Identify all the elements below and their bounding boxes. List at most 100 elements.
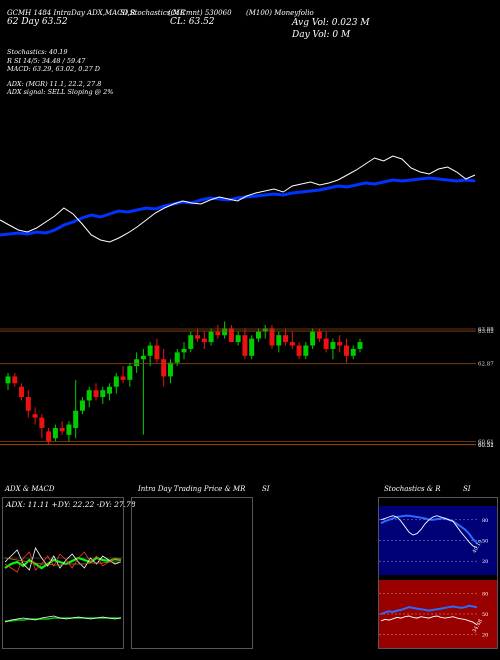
- candle-body: [323, 338, 329, 349]
- candle-body: [337, 342, 343, 346]
- candle-body: [201, 338, 207, 343]
- adx-series-line: [4, 547, 122, 571]
- candle-body: [127, 366, 133, 380]
- header-symbol-line: (M100) Moneyfolio: [246, 9, 314, 17]
- candle-body: [5, 376, 11, 384]
- adx-panel-values: ADX: 11.11 +DY: 22.22 -DY: 27.78: [6, 500, 136, 509]
- candle-body: [215, 331, 221, 336]
- avg-volume: Avg Vol: 0.023 M: [292, 18, 370, 28]
- adx-value: ADX: (MGR) 11.1, 22.2, 27.8: [7, 79, 102, 88]
- candle-body: [262, 328, 268, 332]
- candle-body: [242, 335, 248, 356]
- candle-body: [316, 331, 322, 339]
- candle-body: [228, 328, 234, 343]
- candle-body: [140, 355, 146, 360]
- rsi-blue-line: [380, 604, 478, 615]
- candle-body: [195, 335, 201, 339]
- candle-body: [73, 410, 79, 428]
- candle-body: [46, 431, 52, 442]
- candle-body: [39, 417, 45, 428]
- candle-body: [249, 338, 255, 356]
- candle-body: [167, 362, 173, 377]
- intraday-panel-title: Intra Day Trading Price & MR: [138, 485, 246, 493]
- day-volume: Day Vol: 0 M: [292, 30, 351, 40]
- header-left-line: GCMH 1484 IntraDay ADX,MACD,R: [7, 9, 136, 17]
- stoch-fast-line: [380, 515, 478, 548]
- candle-body: [120, 376, 126, 380]
- candle-body: [283, 335, 289, 343]
- candle-body: [310, 331, 316, 346]
- rsi-tick-label: 20: [482, 632, 488, 638]
- candle-body: [181, 348, 187, 353]
- header-day-line: 62 Day 63.52: [7, 17, 68, 27]
- adx-panel-title: ADX & MACD: [5, 485, 55, 493]
- macd-signal-line: [5, 617, 121, 622]
- candle-body: [208, 331, 214, 343]
- rsi-white-line: [380, 615, 478, 626]
- candle-body: [19, 386, 25, 398]
- candle-body: [174, 352, 180, 363]
- moving-average-line: [0, 176, 476, 237]
- candle-body: [25, 397, 31, 411]
- price-line: [0, 155, 476, 243]
- candle-body: [93, 390, 99, 398]
- candle-body: [343, 345, 349, 356]
- intraday-panel: Intra Day Trading Price & MR SI: [131, 485, 270, 649]
- rsi-tick-label: 80: [482, 592, 488, 598]
- adx-series-line: [4, 557, 121, 566]
- adx-macd-panel: ADX & MACD ADX: 11.11 +DY: 22.22 -DY: 27…: [2, 485, 136, 649]
- candle-body: [66, 424, 72, 435]
- price-level-label: 63.82: [478, 329, 494, 335]
- candle-body: [154, 345, 160, 360]
- candle-body: [330, 342, 336, 349]
- stoch-tick-label: 20: [482, 559, 488, 565]
- candle-body: [107, 386, 113, 394]
- candle-body: [79, 400, 85, 411]
- candle-body: [147, 345, 153, 356]
- price-level-label: 62.87: [478, 362, 494, 368]
- stochastics-value: Stochastics: 40.19: [7, 48, 68, 56]
- adx-macd-chart: [3, 547, 123, 623]
- header-ci-line: (Ci Cmnt) 530060: [168, 9, 232, 17]
- header-stoch-line: SI,Stochastics,MR: [120, 9, 186, 17]
- header-close-line: CL: 63.52: [170, 17, 215, 27]
- candle-body: [296, 345, 302, 356]
- stoch-tick-label: 80: [482, 518, 488, 524]
- candle-body: [235, 335, 241, 343]
- candle-body: [59, 427, 65, 432]
- rsi-value: R SI 14/5: 34.48 / 59.47: [7, 56, 86, 65]
- stoch-tick-label: 50: [482, 539, 488, 545]
- stoch-panel-title: Stochastics & R: [384, 485, 441, 493]
- price-level-label: 60.51: [478, 443, 494, 449]
- candle-layer: [5, 321, 363, 446]
- candle-body: [357, 342, 363, 349]
- price-level-label: 60.52: [478, 442, 494, 448]
- rsi-background: [379, 580, 497, 648]
- candle-body: [222, 328, 228, 336]
- candle-body: [32, 414, 38, 418]
- candle-body: [255, 331, 261, 339]
- candle-body: [188, 335, 194, 349]
- ma-layer: [0, 155, 476, 243]
- stoch-panel-title-si: SI: [463, 485, 471, 493]
- macd-line: [4, 615, 122, 623]
- price-level-label: 60.61: [478, 439, 494, 445]
- candle-body: [350, 348, 356, 356]
- adx-signal: ADX signal: SELL Sloping @ 2%: [7, 88, 114, 96]
- candle-body: [276, 335, 282, 346]
- candle-body: [303, 345, 309, 356]
- candle-body: [269, 328, 275, 346]
- adx-series-line: [4, 551, 122, 573]
- macd-value: MACD: 63.29, 63.02, 0.27 D: [7, 65, 101, 73]
- indicator-readout: Stochastics: 40.19 R SI 14/5: 34.48 / 59…: [7, 48, 113, 97]
- candle-body: [289, 342, 295, 346]
- candle-body: [134, 359, 140, 367]
- intraday-panel-title-si: SI: [262, 485, 270, 493]
- candle-body: [12, 376, 18, 384]
- rsi-tick-label: 50: [482, 612, 488, 618]
- price-level-label: 63.88: [478, 327, 494, 333]
- stochastics-rsi-panel: Stochastics & R SI 80 50 20 80 50 20 40.19 34.4…: [378, 485, 498, 649]
